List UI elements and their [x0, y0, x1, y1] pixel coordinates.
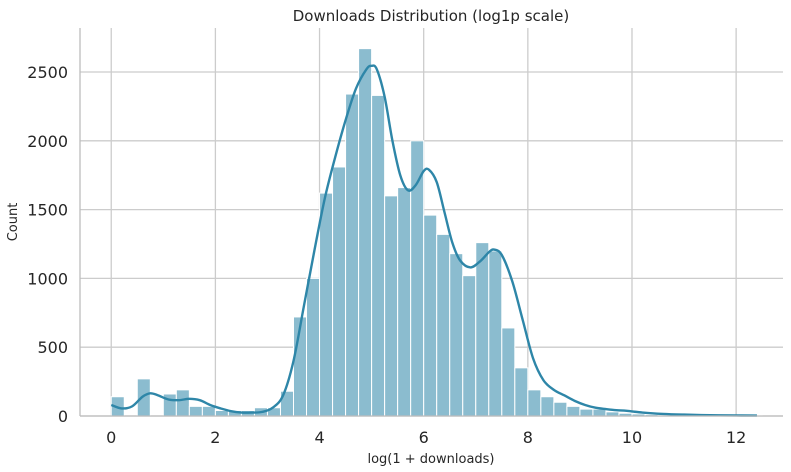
histogram-bar — [449, 253, 464, 417]
x-tick-label: 0 — [106, 428, 116, 447]
x-tick-label: 4 — [314, 428, 324, 447]
histogram-bar — [527, 389, 542, 417]
histogram-bar — [371, 94, 386, 417]
histogram-bar — [319, 192, 334, 417]
histogram-bar — [397, 187, 412, 417]
x-tick-label: 6 — [419, 428, 429, 447]
y-tick-label: 1000 — [27, 269, 68, 288]
histogram-bar — [175, 389, 190, 417]
x-tick-label: 2 — [210, 428, 220, 447]
histogram-bar — [501, 327, 516, 417]
histogram-bars — [110, 48, 763, 417]
histogram-bar — [566, 405, 581, 417]
y-axis-label: Count — [6, 203, 21, 242]
tick-labels: 0 2 4 6 8 10 12 0 500 1000 1500 2000 2500 — [27, 63, 746, 447]
y-tick-label: 2000 — [27, 132, 68, 151]
y-tick-label: 2500 — [27, 63, 68, 82]
y-tick-label: 500 — [37, 338, 68, 357]
x-tick-label: 10 — [622, 428, 642, 447]
histogram-bar — [436, 233, 451, 417]
histogram-bar — [540, 396, 555, 417]
histogram-bar — [188, 405, 203, 417]
y-tick-label: 1500 — [27, 201, 68, 220]
kde-density-line — [110, 64, 757, 417]
x-tick-label: 12 — [726, 428, 746, 447]
x-axis-label: log(1 + downloads) — [367, 452, 494, 467]
histogram-bar — [345, 93, 360, 417]
histogram-bar — [358, 48, 373, 417]
y-tick-label: 0 — [58, 407, 68, 426]
histogram-bar — [384, 195, 399, 417]
histogram-bar — [579, 408, 594, 417]
histogram-bar — [462, 275, 477, 417]
histogram-bar — [201, 405, 216, 417]
histogram-bar — [514, 367, 529, 417]
histogram-bar — [553, 401, 568, 417]
histogram-bar — [475, 242, 490, 417]
histogram-bar — [423, 214, 438, 417]
histogram-bar — [488, 250, 503, 417]
histogram-bar — [136, 378, 151, 417]
histogram-bar — [306, 277, 321, 417]
x-tick-label: 8 — [523, 428, 533, 447]
histogram-bar — [592, 408, 607, 417]
chart-title: Downloads Distribution (log1p scale) — [293, 7, 569, 25]
histogram-bar — [332, 166, 347, 417]
